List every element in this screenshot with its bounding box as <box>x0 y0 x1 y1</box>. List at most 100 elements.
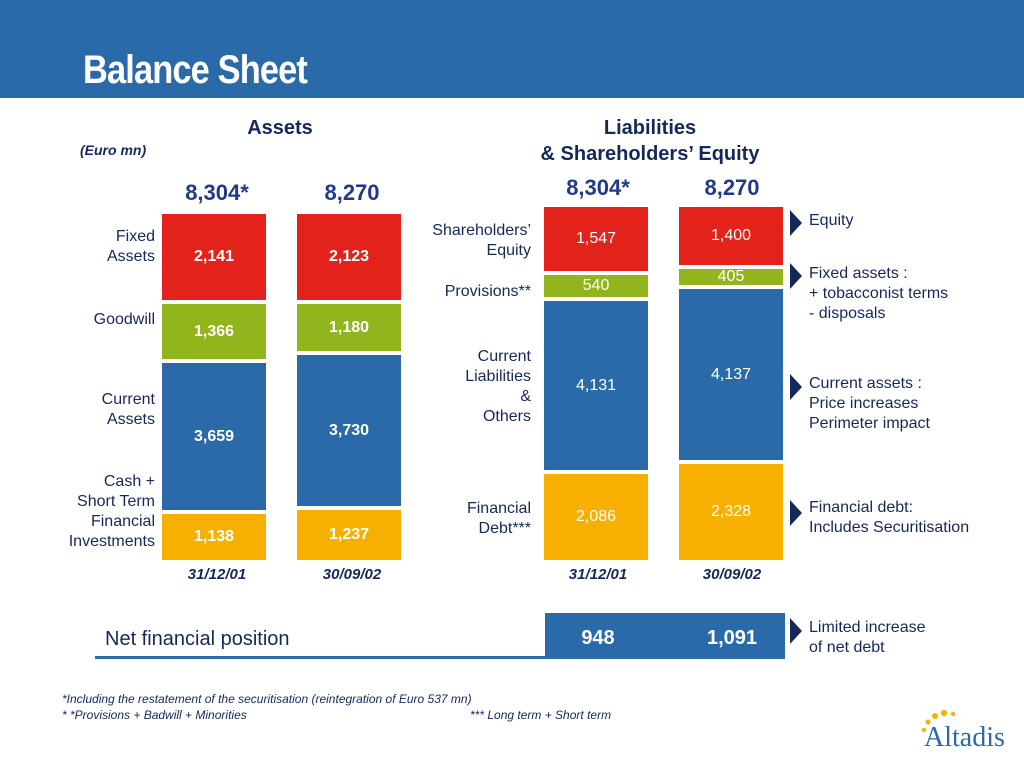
note-net-debt: Limited increase of net debt <box>809 618 926 658</box>
note-arrow-icon <box>790 618 802 644</box>
net-financial-position-underline <box>95 656 785 659</box>
bar-value-label: 1,237 <box>328 526 370 543</box>
note-arrow-icon <box>790 210 802 236</box>
bar-value-label: 1,180 <box>328 318 370 336</box>
assets-date-2002: 30/09/02 <box>322 566 382 583</box>
bar-segment: 3,659 <box>162 363 266 511</box>
label-line: Current <box>101 391 155 408</box>
assets-total-2002: 8,270 <box>324 180 380 205</box>
bar-segment: 1,547 <box>544 207 648 271</box>
note-line: - disposals <box>809 305 886 322</box>
bar-segment: 2,141 <box>162 214 266 301</box>
bar-segment: 4,131 <box>544 300 648 471</box>
note-line: Equity <box>809 212 854 229</box>
bar-segment: 1,400 <box>679 207 783 265</box>
note-line: + tobacconist terms <box>809 285 949 302</box>
unit-label: (Euro mn) <box>80 142 147 158</box>
bar-value-label: 1,366 <box>193 322 235 340</box>
liab-total-2002: 8,270 <box>704 175 760 200</box>
nfp-value-2001: 948 <box>581 627 615 649</box>
label-line: Provisions** <box>444 283 531 300</box>
note-line: of net debt <box>809 639 885 656</box>
altadis-logo: Altadis <box>918 708 1018 758</box>
logo-text: Altadis <box>924 722 1005 753</box>
note-line: Limited increase <box>809 619 926 636</box>
assets-heading: Assets <box>247 117 313 139</box>
bar-segment: 2,328 <box>679 464 783 560</box>
label-current-assets: Current Assets <box>30 390 155 430</box>
bar-value-label: 540 <box>582 276 610 294</box>
net-financial-position-band <box>545 613 785 658</box>
label-line: Shareholders’ <box>432 222 531 239</box>
liab-date-2002: 30/09/02 <box>702 566 762 583</box>
bar-value-label: 2,086 <box>575 508 617 526</box>
bar-value-label: 1,547 <box>575 229 617 247</box>
bar-value-label: 405 <box>717 268 745 286</box>
label-line: Fixed <box>115 228 155 245</box>
bar-segment: 540 <box>544 274 648 297</box>
bar-value-label: 1,400 <box>710 226 752 244</box>
label-line: Others <box>482 408 531 425</box>
bar-segment: 405 <box>679 268 783 286</box>
bar-segment: 1,180 <box>297 303 401 352</box>
footnote-3: *** Long term + Short term <box>470 708 612 722</box>
note-line: Current assets : <box>809 375 922 392</box>
assets-date-2001: 31/12/01 <box>187 566 247 583</box>
note-line: Financial debt: <box>809 499 914 516</box>
bar-value-label: 4,131 <box>575 376 617 394</box>
label-line: Liabilities <box>465 368 531 385</box>
bar-segment: 1,237 <box>297 510 401 560</box>
label-financial-debt: Financial Debt*** <box>395 499 531 539</box>
bar-value-label: 2,328 <box>710 502 752 520</box>
note-arrow-icon <box>790 374 802 400</box>
note-line: Perimeter impact <box>809 415 930 432</box>
page-title: Balance Sheet <box>83 48 308 92</box>
note-line: Fixed assets : <box>809 265 908 282</box>
label-line: Assets <box>106 248 155 265</box>
bar-value-label: 2,123 <box>328 247 370 265</box>
header-band: Balance Sheet <box>0 0 1024 98</box>
label-line: Goodwill <box>93 311 155 328</box>
net-financial-position-label: Net financial position <box>105 628 290 650</box>
note-current-assets: Current assets : Price increases Perimet… <box>809 374 930 434</box>
note-financial-debt: Financial debt: Includes Securitisation <box>809 498 969 538</box>
bar-value-label: 4,137 <box>710 365 752 383</box>
nfp-value-2002: 1,091 <box>706 627 758 649</box>
bar-value-label: 1,138 <box>193 528 235 546</box>
bar-segment: 2,123 <box>297 214 401 300</box>
liab-date-2001: 31/12/01 <box>568 566 628 583</box>
logo-dots-icon <box>921 709 956 733</box>
label-line: Short Term <box>77 493 155 510</box>
label-provisions: Provisions** <box>395 282 531 302</box>
note-line: Price increases <box>809 395 919 412</box>
label-line: Cash + <box>103 473 155 490</box>
note-equity: Equity <box>809 211 853 231</box>
note-line: Includes Securitisation <box>809 519 970 536</box>
label-current-liabilities: Current Liabilities & Others <box>395 347 531 427</box>
bar-segment: 3,730 <box>297 355 401 507</box>
assets-total-2001: 8,304* <box>185 180 249 205</box>
label-line: Investments <box>68 533 155 550</box>
liabilities-heading-line1: Liabilities <box>603 117 697 139</box>
bar-value-label: 3,730 <box>328 421 370 439</box>
bar-segment: 1,366 <box>162 304 266 360</box>
bar-segment: 1,138 <box>162 514 266 560</box>
label-fixed-assets: Fixed Assets <box>30 227 155 267</box>
label-shareholders-equity: Shareholders’ Equity <box>395 221 531 261</box>
label-cash: Cash + Short Term Financial Investments <box>20 472 155 552</box>
footnote-2: * *Provisions + Badwill + Minorities <box>62 708 247 722</box>
note-fixed-assets: Fixed assets : + tobacconist terms - dis… <box>809 264 948 324</box>
label-line: Current <box>477 348 531 365</box>
bar-segment: 4,137 <box>679 289 783 460</box>
bar-segment: 2,086 <box>544 474 648 560</box>
note-arrow-icon <box>790 500 802 526</box>
label-goodwill: Goodwill <box>30 310 155 330</box>
bar-value-label: 2,141 <box>193 248 235 266</box>
footnote-1: *Including the restatement of the securi… <box>62 692 472 706</box>
label-line: Debt*** <box>478 520 531 537</box>
bar-value-label: 3,659 <box>193 427 235 445</box>
label-line: & <box>520 388 531 405</box>
liabilities-heading-line2: & Shareholders’ Equity <box>540 143 760 165</box>
label-line: Equity <box>486 242 531 259</box>
note-arrow-icon <box>790 263 802 289</box>
